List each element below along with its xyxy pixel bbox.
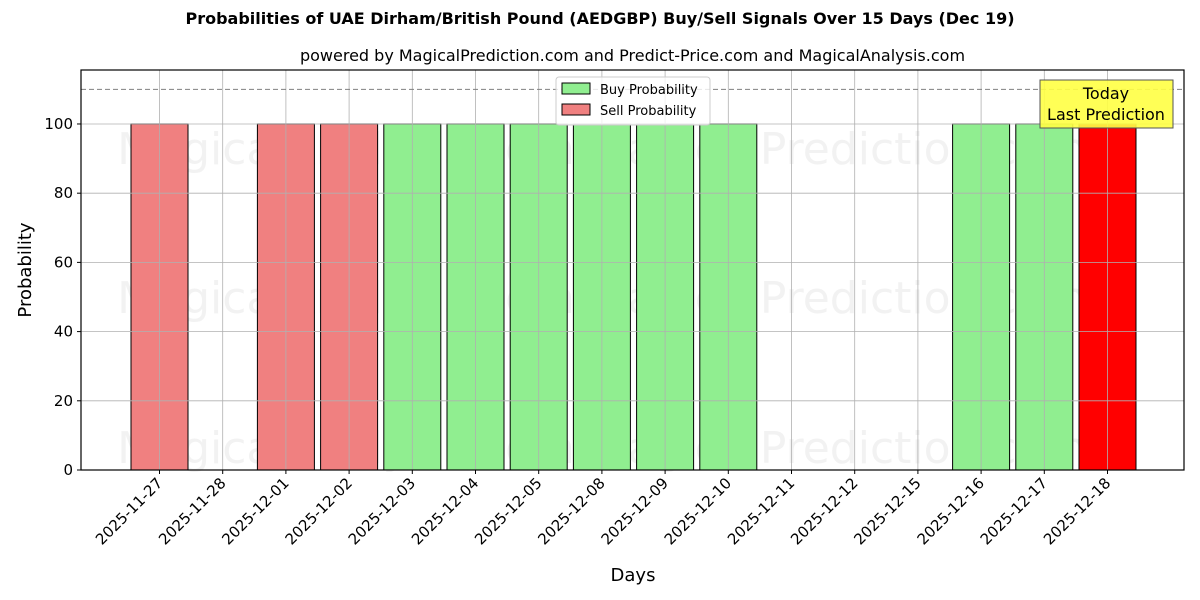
x-tick-label: 2025-12-04 [408,474,482,548]
x-tick-label: 2025-12-18 [1040,474,1114,548]
y-tick-label: 80 [54,184,73,202]
x-tick-label: 2025-12-12 [787,474,861,548]
chart-subtitle: powered by MagicalPrediction.com and Pre… [299,46,966,65]
x-tick-label: 2025-12-10 [661,474,735,548]
legend-sell-swatch [561,103,591,116]
x-tick-label: 2025-11-28 [155,474,229,548]
x-tick-label: 2025-12-17 [977,474,1051,548]
x-tick-label: 2025-12-03 [345,474,419,548]
legend: Buy Probability Sell Probability [555,76,711,126]
x-tick-label: 2025-12-16 [914,474,988,548]
x-tick-label: 2025-12-15 [850,474,924,548]
x-axis-label: Days [611,565,656,586]
x-tick-label: 2025-12-02 [282,474,356,548]
today-annotation: Today Last Prediction [1039,79,1174,129]
x-tick-label: 2025-12-11 [724,474,798,548]
last-prediction-label: Last Prediction [1047,105,1165,124]
x-tick-label: 2025-12-01 [218,474,292,548]
y-axis: 0 20 40 60 80 100 [44,115,81,479]
legend-sell-label: Sell Probability [600,104,697,119]
today-label: Today [1082,84,1129,103]
y-tick-label: 40 [54,323,73,341]
legend-buy-label: Buy Probability [600,83,698,98]
y-tick-label: 0 [63,461,73,479]
y-axis-label: Probability [15,222,36,317]
plot-frame [80,69,1185,471]
legend-buy-swatch [561,82,591,95]
x-tick-label: 2025-12-09 [598,474,672,548]
x-axis: 2025-11-272025-11-282025-12-012025-12-02… [92,470,1114,548]
y-tick-label: 60 [54,253,73,271]
y-tick-label: 100 [44,115,73,133]
chart-title: Probabilities of UAE Dirham/British Poun… [185,9,1015,28]
y-tick-label: 20 [54,392,73,410]
x-tick-label: 2025-12-08 [534,474,608,548]
gridlines [81,70,1184,471]
x-tick-label: 2025-11-27 [92,474,166,548]
x-tick-label: 2025-12-05 [471,474,545,548]
